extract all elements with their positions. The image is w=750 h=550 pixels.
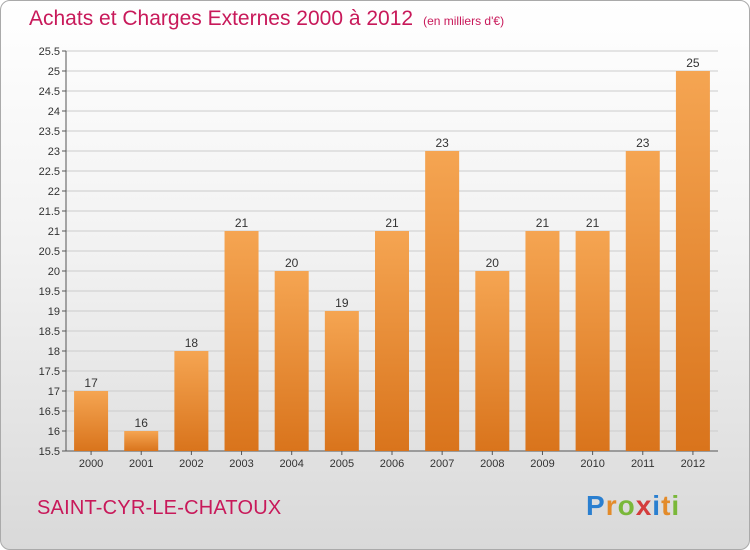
x-tick-label-2012: 2012 [681,458,705,470]
title-text: Achats et Charges Externes 2000 à 2012 [29,7,414,30]
bar-2006 [375,231,409,451]
y-tick-label: 20.5 [39,246,60,258]
x-tick-label-2011: 2011 [631,458,655,470]
bar-2005 [324,311,359,451]
value-label-2007: 23 [435,136,449,150]
bar-2010 [575,231,610,451]
y-tick-label: 21 [48,226,60,238]
bar-2011 [625,151,660,451]
value-label-2011: 23 [636,136,650,150]
proxiti-logo: Proxiti [586,490,680,522]
bar-2007 [425,151,460,451]
y-tick-label: 25 [48,66,60,78]
value-label-2002: 18 [185,336,199,350]
value-label-2001: 16 [135,416,149,430]
bar-2000 [74,391,109,451]
y-tick-label: 18 [48,346,60,358]
y-tick-label: 16 [48,426,60,438]
x-tick-label-2000: 2000 [79,458,103,470]
logo-letter: i [652,490,662,521]
axes: 15.5 16 16.5 17 17.5 18 18.5 19 19.5 20 20.5 21 21.5… [39,46,718,470]
x-tick-label-2001: 2001 [129,458,153,470]
value-label-2003: 21 [235,216,249,230]
chart-title: Achats et Charges Externes 2000 à 2012 (e… [29,7,504,31]
logo-letter: r [605,490,618,521]
y-tick-label: 15.5 [39,446,60,458]
y-tick-label: 25.5 [39,46,60,58]
bars [74,71,710,451]
x-tick-label-2007: 2007 [430,458,454,470]
city-name: SAINT-CYR-LE-CHATOUX [37,497,282,519]
x-tick-label-2009: 2009 [530,458,554,470]
logo-letter: i [671,490,681,521]
bar-2004 [274,271,309,451]
y-tick-label: 22.5 [39,166,60,178]
value-label-2005: 19 [335,296,349,310]
value-label-2009: 21 [536,216,550,230]
y-tick-label: 17 [48,386,60,398]
y-tick-label: 23 [48,146,60,158]
bar-2001 [124,431,159,451]
x-tick-label-2006: 2006 [380,458,404,470]
y-tick-label: 19 [48,306,60,318]
bar-2009 [525,231,560,451]
value-label-2004: 20 [285,256,299,270]
x-tick-label-2005: 2005 [330,458,354,470]
bar-2008 [475,271,510,451]
bar-2003 [224,231,259,451]
y-tick-label: 23.5 [39,126,60,138]
value-label-2012: 25 [686,56,700,70]
bar-2002 [174,351,209,451]
logo-letter: o [617,490,636,521]
title-unit: (en milliers d'€) [423,14,505,28]
logo-letter: x [635,490,653,521]
y-tick-label: 22 [48,186,60,198]
y-tick-label: 24.5 [39,86,60,98]
y-tick-label: 19.5 [39,286,60,298]
x-tick-label-2008: 2008 [480,458,504,470]
value-label-2008: 20 [486,256,500,270]
value-labels: 17 16 18 21 20 19 21 23 20 21 21 23 25 [84,56,700,430]
x-tick-label-2004: 2004 [279,458,303,470]
x-tick-label-2003: 2003 [229,458,253,470]
logo-letter: t [661,490,672,521]
value-label-2000: 17 [84,376,98,390]
y-tick-label: 17.5 [39,366,60,378]
y-tick-label: 20 [48,266,60,278]
value-label-2010: 21 [586,216,600,230]
y-tick-label: 16.5 [39,406,60,418]
logo-letter: P [586,490,606,521]
x-tick-label-2002: 2002 [179,458,203,470]
y-tick-label: 18.5 [39,326,60,338]
x-tick-label-2010: 2010 [580,458,604,470]
value-label-2006: 21 [385,216,399,230]
y-tick-label: 21.5 [39,206,60,218]
y-tick-label: 24 [48,106,60,118]
bar-2012 [675,71,710,451]
